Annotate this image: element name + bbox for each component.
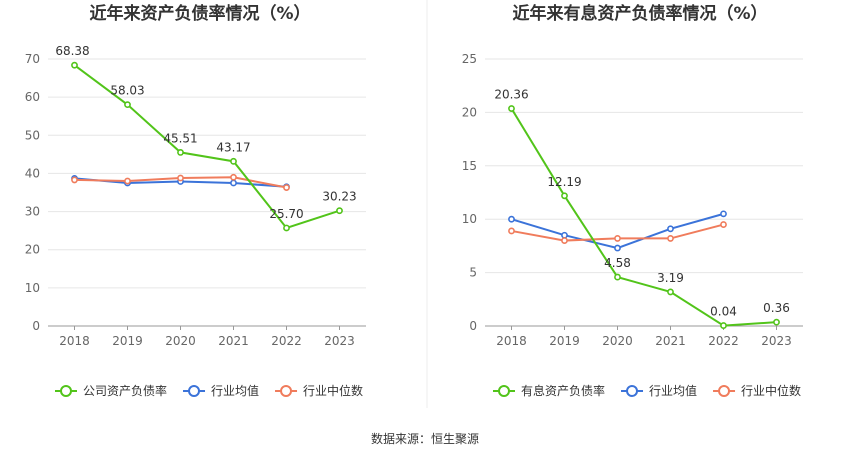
x-tick-label: 2018 xyxy=(59,334,90,348)
y-tick-label: 20 xyxy=(25,243,40,257)
data-point xyxy=(720,221,727,228)
data-point xyxy=(71,61,78,69)
x-tick-label: 2022 xyxy=(271,334,302,348)
x-tick-label: 2021 xyxy=(218,334,249,348)
data-label: 58.03 xyxy=(110,84,144,98)
data-point xyxy=(667,288,674,296)
data-point xyxy=(508,215,515,223)
data-label: 43.17 xyxy=(216,140,250,154)
data-label: 3.19 xyxy=(657,271,684,285)
data-label: 0.04 xyxy=(710,305,737,319)
data-point xyxy=(177,174,184,182)
legend-label: 行业均值 xyxy=(649,383,697,398)
data-point xyxy=(667,235,674,242)
y-tick-label: 50 xyxy=(25,128,40,142)
series-line xyxy=(510,108,777,327)
data-label: 45.51 xyxy=(163,131,197,145)
data-point xyxy=(561,237,568,244)
legend-item[interactable]: 公司资产负债率 xyxy=(55,383,167,398)
data-point xyxy=(283,224,290,232)
legend-label: 公司资产负债率 xyxy=(83,383,167,398)
data-label: 20.36 xyxy=(494,88,528,102)
data-point xyxy=(336,207,343,215)
source-note: 数据来源：恒生聚源 xyxy=(371,431,479,446)
y-tick-label: 10 xyxy=(25,281,40,295)
legend-label: 行业中位数 xyxy=(741,383,801,398)
legend-item[interactable]: 行业均值 xyxy=(621,383,697,398)
legend-swatch-marker xyxy=(188,385,201,397)
chart-title: 近年来有息资产负债率情况（%） xyxy=(512,3,767,24)
legend-swatch-marker xyxy=(626,385,639,397)
data-point xyxy=(773,318,780,326)
data-point xyxy=(720,322,727,329)
x-tick-label: 2022 xyxy=(708,334,739,348)
data-label: 4.58 xyxy=(604,256,631,270)
data-label: 68.38 xyxy=(55,44,89,58)
chart-interest-debt-ratio: 近年来有息资产负债率情况（%） 0 5 10 15 20 25 2018 2019 2020 202… xyxy=(462,3,803,398)
legend-label: 有息资产负债率 xyxy=(521,383,605,398)
x-tick-label: 2018 xyxy=(496,334,527,348)
data-point xyxy=(230,157,237,165)
series-line xyxy=(73,64,340,230)
y-tick-label: 5 xyxy=(469,266,477,280)
chart-debt-ratio: 近年来资产负债率情况（%） 0 10 20 30 40 50 60 70 2018 2019 2020… xyxy=(25,3,366,398)
data-point xyxy=(561,192,568,200)
data-point xyxy=(614,244,621,252)
data-point xyxy=(230,179,237,187)
y-tick-label: 15 xyxy=(462,159,477,173)
y-tick-label: 0 xyxy=(469,319,477,333)
x-tick-label: 2019 xyxy=(549,334,580,348)
data-point xyxy=(614,273,621,281)
y-tick-label: 60 xyxy=(25,90,40,104)
data-label: 12.19 xyxy=(547,175,581,189)
data-point xyxy=(561,231,568,239)
y-tick-label: 0 xyxy=(32,319,40,333)
data-point xyxy=(667,225,674,233)
data-point xyxy=(124,177,131,185)
y-tick-label: 70 xyxy=(25,52,40,66)
x-tick-label: 2021 xyxy=(655,334,686,348)
legend-swatch-marker xyxy=(280,385,293,397)
data-point xyxy=(124,101,131,109)
x-tick-label: 2023 xyxy=(324,334,355,348)
x-tick-label: 2023 xyxy=(761,334,792,348)
y-tick-label: 25 xyxy=(462,52,477,66)
data-point xyxy=(230,173,237,181)
y-tick-label: 10 xyxy=(462,212,477,226)
y-tick-label: 20 xyxy=(462,105,477,119)
data-label: 30.23 xyxy=(322,190,356,204)
legend-label: 行业中位数 xyxy=(303,383,363,398)
legend-item[interactable]: 行业中位数 xyxy=(713,383,801,398)
data-point xyxy=(508,105,515,112)
legend-label: 行业均值 xyxy=(211,383,259,398)
data-label: 0.36 xyxy=(763,301,790,315)
data-point xyxy=(71,176,78,184)
data-point xyxy=(720,210,727,218)
data-point xyxy=(614,235,621,242)
legend-swatch-marker xyxy=(498,385,510,397)
x-tick-label: 2020 xyxy=(165,334,196,348)
legend-swatch-marker xyxy=(718,385,731,397)
y-tick-label: 40 xyxy=(25,166,40,180)
x-tick-label: 2020 xyxy=(602,334,633,348)
x-tick-label: 2019 xyxy=(112,334,143,348)
legend-item[interactable]: 有息资产负债率 xyxy=(493,383,605,398)
legend-item[interactable]: 行业均值 xyxy=(183,383,259,398)
data-point xyxy=(283,184,290,191)
legend-item[interactable]: 行业中位数 xyxy=(275,383,363,398)
data-point xyxy=(508,227,515,235)
y-tick-label: 30 xyxy=(25,205,40,219)
data-point xyxy=(177,149,184,156)
legend-swatch-marker xyxy=(60,385,72,397)
chart-title: 近年来资产负债率情况（%） xyxy=(89,3,310,24)
data-label: 25.70 xyxy=(269,207,303,221)
